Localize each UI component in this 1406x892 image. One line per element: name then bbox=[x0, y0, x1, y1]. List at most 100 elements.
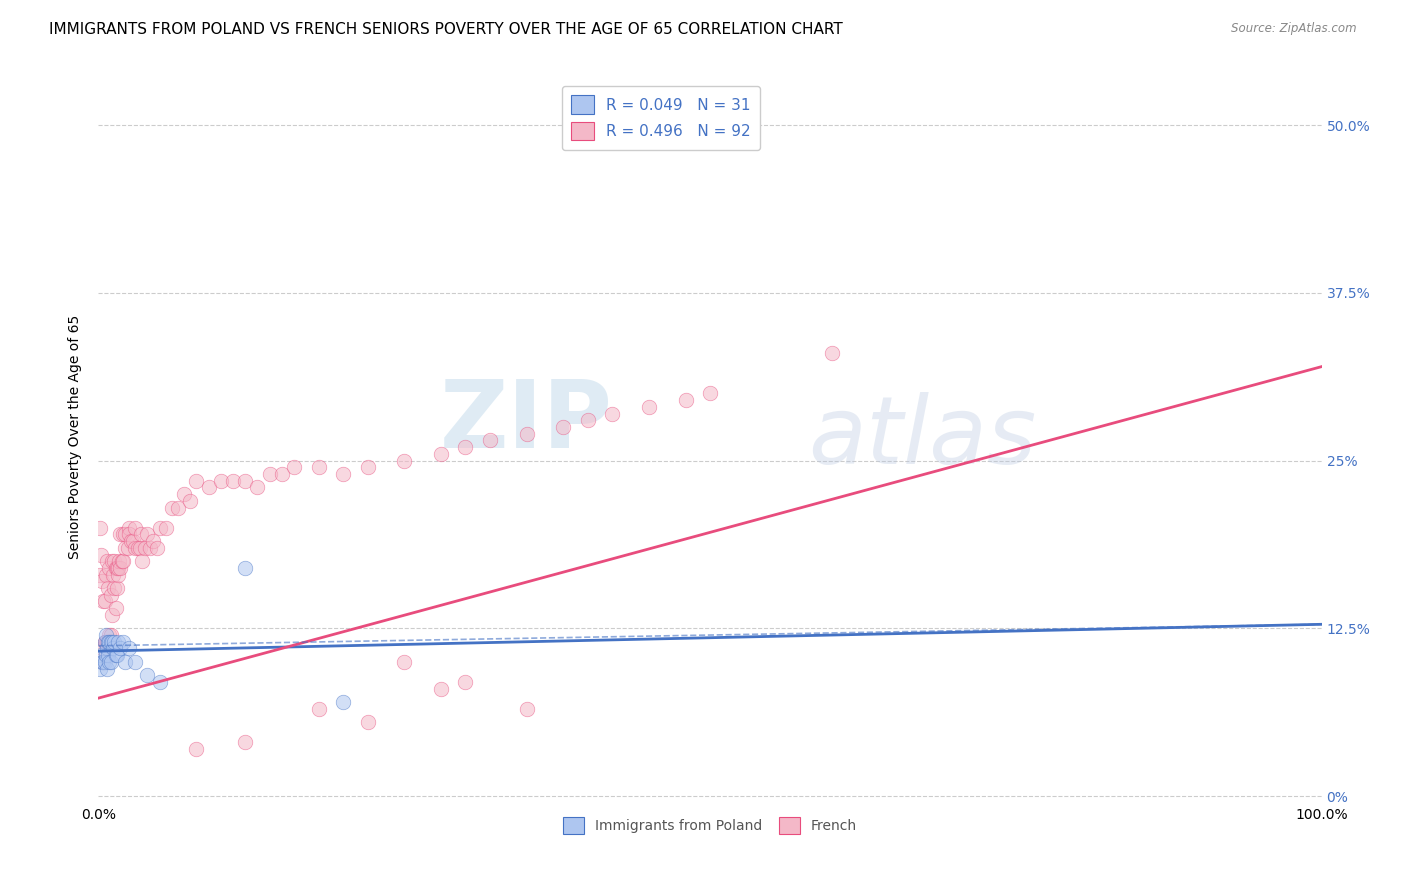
Point bbox=[233, 735, 256, 749]
Point bbox=[120, 534, 142, 549]
Point bbox=[197, 480, 219, 494]
Point bbox=[91, 655, 114, 669]
Point bbox=[89, 521, 111, 535]
Point bbox=[96, 554, 118, 568]
Point bbox=[600, 407, 623, 421]
Point bbox=[101, 554, 124, 568]
Point bbox=[821, 346, 844, 360]
Point bbox=[515, 426, 537, 441]
Point bbox=[136, 668, 159, 682]
Point bbox=[94, 567, 117, 582]
Point bbox=[94, 648, 117, 662]
Text: atlas: atlas bbox=[808, 392, 1036, 483]
Point bbox=[105, 648, 128, 662]
Point bbox=[270, 467, 294, 481]
Point bbox=[104, 601, 127, 615]
Point bbox=[98, 628, 121, 642]
Point bbox=[114, 541, 136, 555]
Point bbox=[90, 648, 112, 662]
Point bbox=[186, 742, 208, 756]
Point bbox=[98, 634, 121, 648]
Point bbox=[98, 655, 121, 669]
Point bbox=[108, 554, 131, 568]
Point bbox=[454, 440, 477, 454]
Point bbox=[110, 527, 132, 541]
Point bbox=[91, 655, 114, 669]
Point bbox=[131, 554, 153, 568]
Point bbox=[118, 521, 141, 535]
Legend: Immigrants from Poland, French: Immigrants from Poland, French bbox=[558, 812, 862, 839]
Point bbox=[283, 460, 305, 475]
Point bbox=[93, 634, 115, 648]
Point bbox=[129, 527, 152, 541]
Point bbox=[308, 460, 330, 475]
Point bbox=[96, 641, 118, 656]
Point bbox=[114, 527, 136, 541]
Point bbox=[146, 541, 169, 555]
Point bbox=[103, 554, 125, 568]
Point bbox=[103, 581, 125, 595]
Point bbox=[91, 641, 114, 656]
Point bbox=[121, 534, 143, 549]
Point bbox=[105, 561, 128, 575]
Point bbox=[100, 628, 122, 642]
Point bbox=[96, 634, 118, 648]
Point bbox=[179, 493, 201, 508]
Point bbox=[111, 554, 134, 568]
Point bbox=[259, 467, 281, 481]
Point bbox=[124, 541, 146, 555]
Point bbox=[356, 715, 378, 730]
Point bbox=[96, 662, 118, 676]
Point bbox=[101, 634, 124, 648]
Point bbox=[91, 655, 114, 669]
Point bbox=[478, 434, 501, 448]
Point bbox=[111, 527, 134, 541]
Point bbox=[100, 634, 122, 648]
Point bbox=[105, 581, 128, 595]
Point bbox=[149, 675, 172, 690]
Y-axis label: Seniors Poverty Over the Age of 65: Seniors Poverty Over the Age of 65 bbox=[69, 315, 83, 559]
Point bbox=[118, 641, 141, 656]
Point bbox=[209, 474, 232, 488]
Point bbox=[110, 641, 132, 656]
Point bbox=[136, 527, 159, 541]
Point bbox=[430, 681, 453, 696]
Point bbox=[129, 541, 152, 555]
Point bbox=[98, 561, 121, 575]
Point bbox=[100, 588, 122, 602]
Point bbox=[110, 561, 132, 575]
Point bbox=[94, 634, 117, 648]
Point bbox=[392, 655, 416, 669]
Point bbox=[142, 534, 165, 549]
Point bbox=[91, 574, 114, 589]
Point bbox=[97, 648, 120, 662]
Point bbox=[155, 521, 177, 535]
Point bbox=[675, 393, 697, 408]
Point bbox=[91, 594, 114, 608]
Point bbox=[118, 527, 141, 541]
Point bbox=[246, 480, 269, 494]
Point bbox=[127, 541, 149, 555]
Point bbox=[103, 634, 125, 648]
Point bbox=[699, 386, 721, 401]
Point bbox=[97, 634, 120, 648]
Point bbox=[139, 541, 162, 555]
Point bbox=[101, 607, 124, 622]
Point bbox=[97, 581, 120, 595]
Point bbox=[107, 634, 129, 648]
Point bbox=[111, 554, 134, 568]
Point bbox=[637, 400, 661, 414]
Text: Source: ZipAtlas.com: Source: ZipAtlas.com bbox=[1232, 22, 1357, 36]
Point bbox=[576, 413, 599, 427]
Point bbox=[553, 420, 575, 434]
Point bbox=[117, 541, 139, 555]
Point bbox=[332, 467, 354, 481]
Point bbox=[100, 655, 122, 669]
Point bbox=[94, 628, 117, 642]
Point bbox=[111, 634, 134, 648]
Point bbox=[167, 500, 190, 515]
Point bbox=[233, 474, 256, 488]
Point bbox=[104, 648, 127, 662]
Point bbox=[93, 655, 115, 669]
Point bbox=[430, 447, 453, 461]
